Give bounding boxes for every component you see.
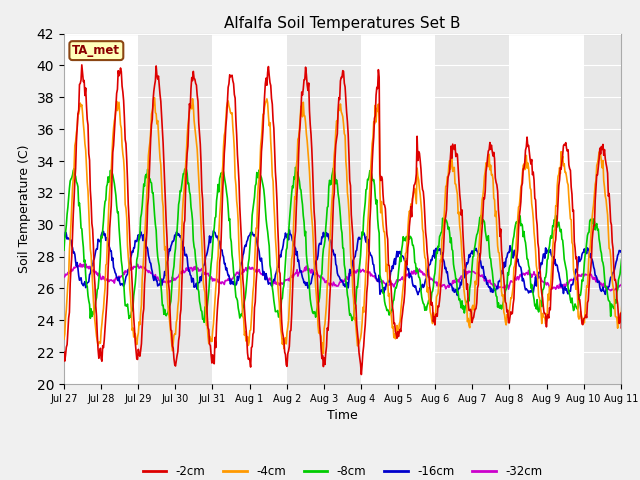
-16cm — [423, 269, 431, 275]
-32cm — [607, 288, 614, 294]
-2cm — [269, 118, 277, 123]
Legend: -2cm, -4cm, -8cm, -16cm, -32cm: -2cm, -4cm, -8cm, -16cm, -32cm — [138, 461, 547, 480]
-16cm — [268, 280, 276, 286]
Title: Alfalfa Soil Temperatures Set B: Alfalfa Soil Temperatures Set B — [224, 16, 461, 31]
-32cm — [423, 272, 431, 277]
Bar — [435, 34, 509, 384]
-32cm — [269, 280, 277, 286]
-4cm — [458, 240, 465, 245]
-32cm — [76, 261, 84, 266]
-8cm — [292, 165, 300, 170]
-8cm — [60, 247, 68, 253]
Line: -16cm: -16cm — [64, 230, 640, 297]
-2cm — [424, 257, 432, 263]
-8cm — [240, 304, 248, 310]
-4cm — [424, 285, 432, 290]
-16cm — [292, 245, 300, 251]
-8cm — [458, 305, 465, 311]
-2cm — [458, 212, 465, 218]
Y-axis label: Soil Temperature (C): Soil Temperature (C) — [18, 144, 31, 273]
Bar — [287, 34, 361, 384]
-32cm — [131, 264, 138, 269]
-4cm — [269, 179, 277, 184]
-4cm — [60, 336, 68, 342]
X-axis label: Time: Time — [327, 409, 358, 422]
-16cm — [285, 227, 293, 233]
-8cm — [292, 168, 300, 174]
-4cm — [151, 95, 159, 101]
Text: TA_met: TA_met — [72, 44, 120, 57]
-16cm — [456, 279, 464, 285]
-4cm — [240, 316, 248, 322]
Line: -32cm: -32cm — [64, 264, 640, 291]
-2cm — [60, 349, 68, 355]
-8cm — [269, 290, 277, 296]
-32cm — [292, 270, 300, 276]
-16cm — [635, 294, 640, 300]
-4cm — [292, 196, 300, 202]
-8cm — [200, 319, 208, 325]
-2cm — [78, 62, 86, 68]
-16cm — [130, 245, 138, 251]
Bar — [212, 34, 287, 384]
-2cm — [292, 228, 300, 234]
-32cm — [456, 276, 464, 282]
Line: -8cm: -8cm — [64, 168, 640, 322]
Bar — [584, 34, 640, 384]
-2cm — [240, 286, 248, 291]
Line: -2cm: -2cm — [64, 65, 640, 374]
Bar — [64, 34, 138, 384]
-16cm — [239, 252, 246, 258]
Line: -4cm: -4cm — [64, 98, 640, 355]
Bar — [138, 34, 212, 384]
-8cm — [130, 293, 138, 299]
-32cm — [60, 274, 68, 280]
Bar — [509, 34, 584, 384]
-8cm — [424, 300, 432, 306]
-32cm — [240, 269, 248, 275]
-4cm — [130, 334, 138, 340]
-4cm — [318, 352, 326, 358]
-16cm — [60, 235, 68, 240]
-2cm — [131, 326, 138, 332]
Bar — [361, 34, 435, 384]
-2cm — [358, 372, 365, 377]
